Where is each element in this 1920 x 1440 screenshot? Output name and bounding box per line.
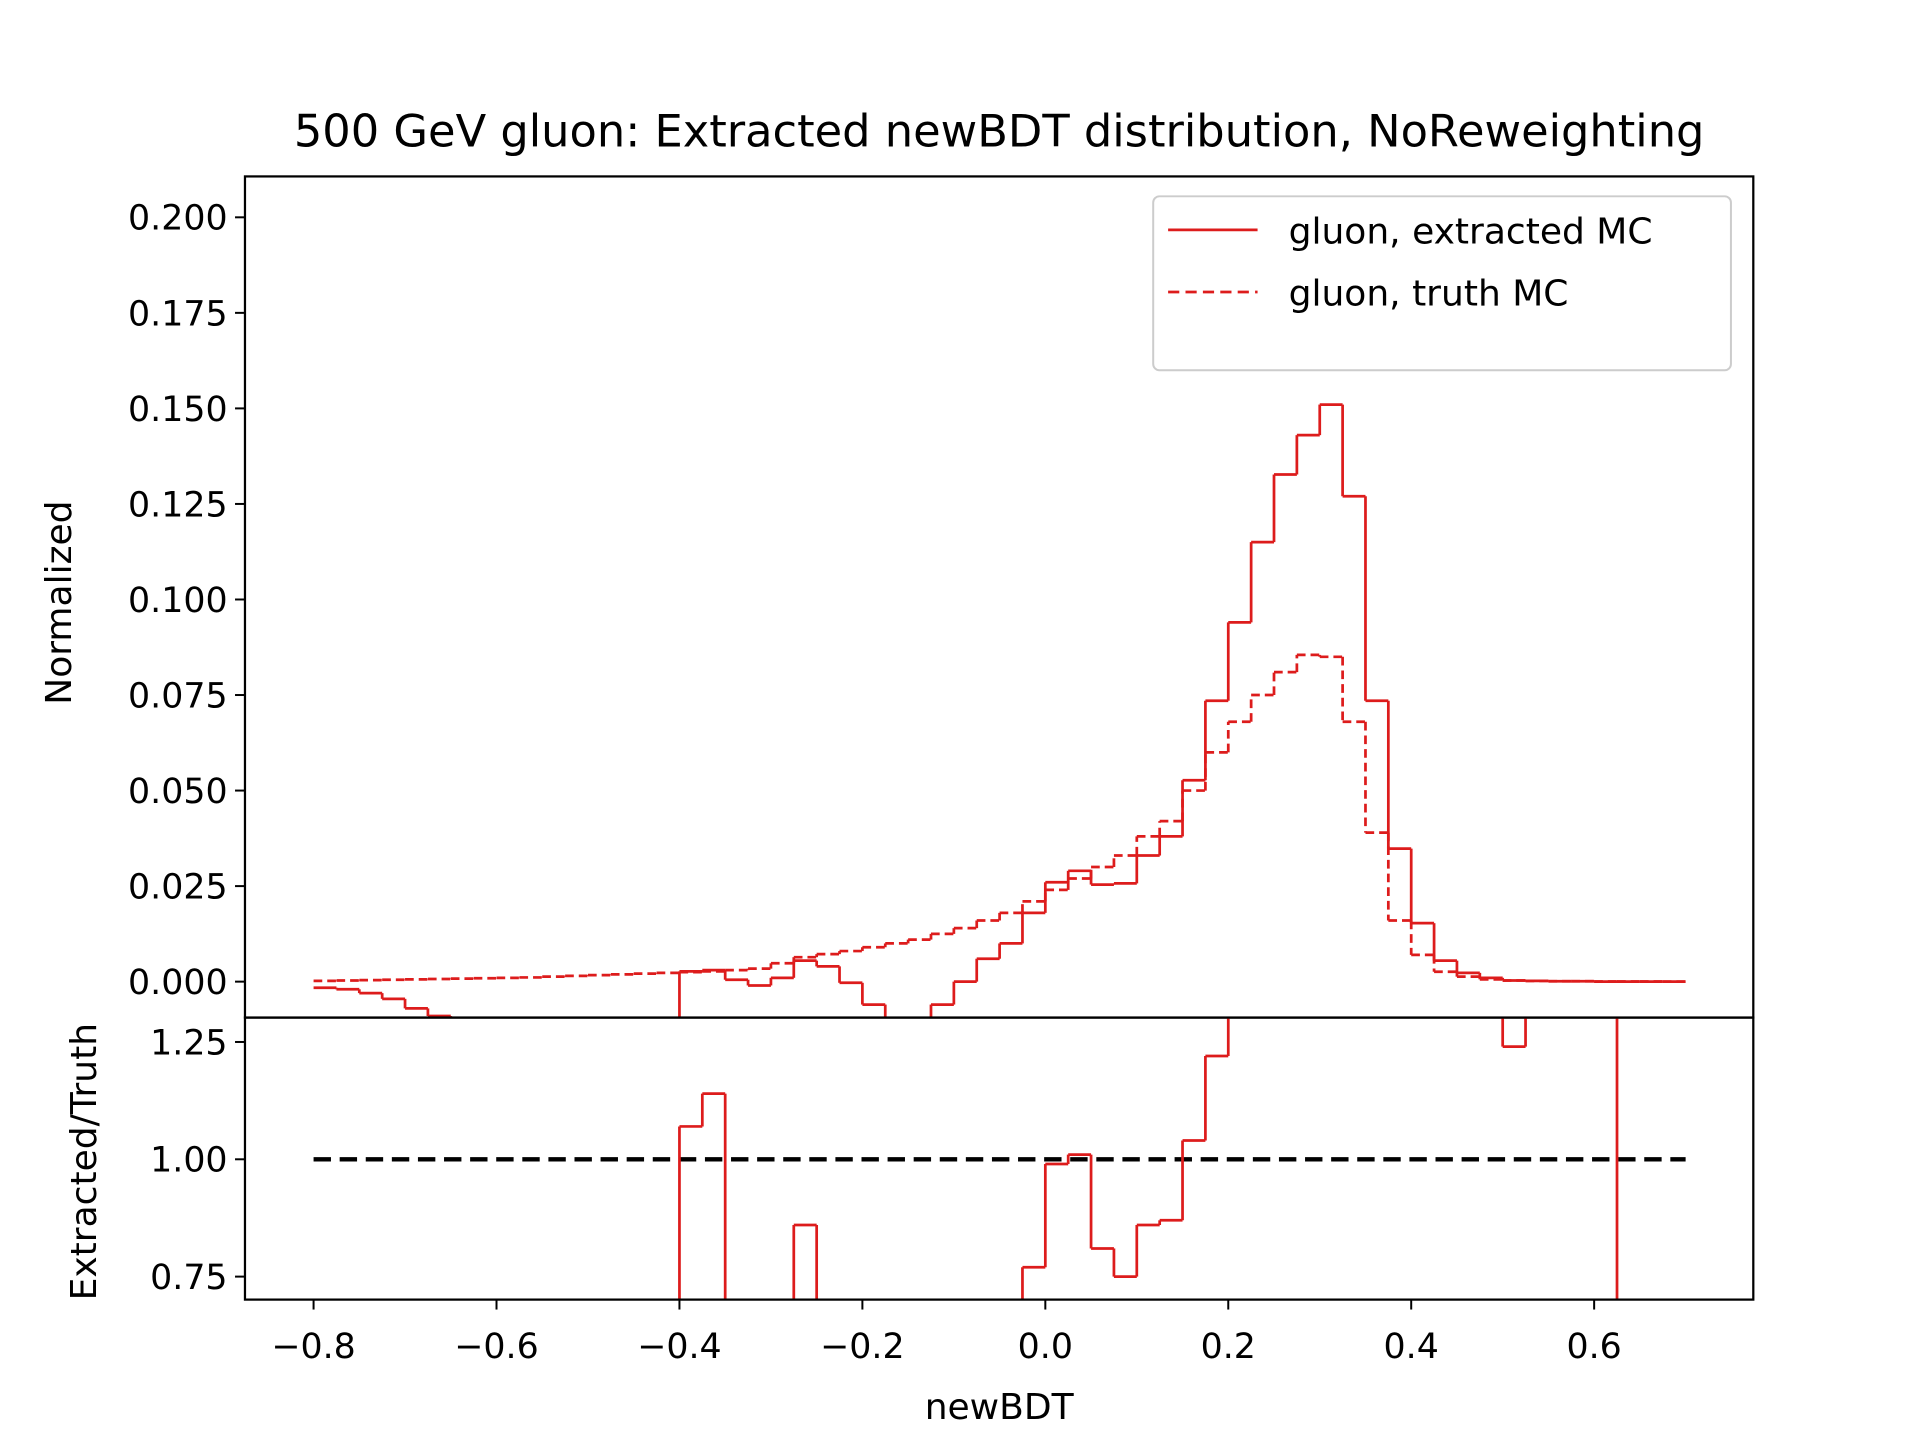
x-tick-label: −0.8 [271,1327,355,1367]
y-tick-label: 0.75 [150,1258,227,1298]
x-tick-label: 0.6 [1566,1327,1621,1367]
legend-label: gluon, extracted MC [1289,212,1653,253]
y-tick-label: 0.100 [128,581,228,621]
y-tick-label: 0.175 [128,294,228,334]
y-tick-label: 1.25 [150,1023,227,1063]
x-tick-label: 0.4 [1384,1327,1439,1367]
plot-area [313,1017,1686,1300]
y-tick-label: 0.075 [128,676,228,716]
y-tick-label: 1.00 [150,1141,227,1181]
x-tick-label: 0.0 [1018,1327,1073,1367]
x-tick-label: 0.2 [1201,1327,1256,1367]
y-tick-label: 0.025 [128,868,228,908]
axes-frame [243,1016,1755,1301]
y-tick-label: 0.050 [128,772,228,812]
y-tick-label: 0.200 [128,199,228,239]
plot-area [313,403,1686,1018]
x-axis-label: newBDT [925,1387,1075,1428]
x-tick-label: −0.6 [454,1327,538,1367]
legend-box [1152,195,1732,372]
y-tick-label: 0.000 [128,963,228,1003]
y-tick-label: 0.150 [128,390,228,430]
y-axis-label: Extracted/Truth [64,1023,105,1300]
legend-label: gluon, truth MC [1289,274,1569,315]
y-tick-label: 0.125 [128,485,228,525]
chart-title: 500 GeV gluon: Extracted newBDT distribu… [294,105,1705,158]
y-axis-label: Normalized [39,500,80,704]
x-tick-label: −0.2 [820,1327,904,1367]
x-tick-label: −0.4 [637,1327,721,1367]
